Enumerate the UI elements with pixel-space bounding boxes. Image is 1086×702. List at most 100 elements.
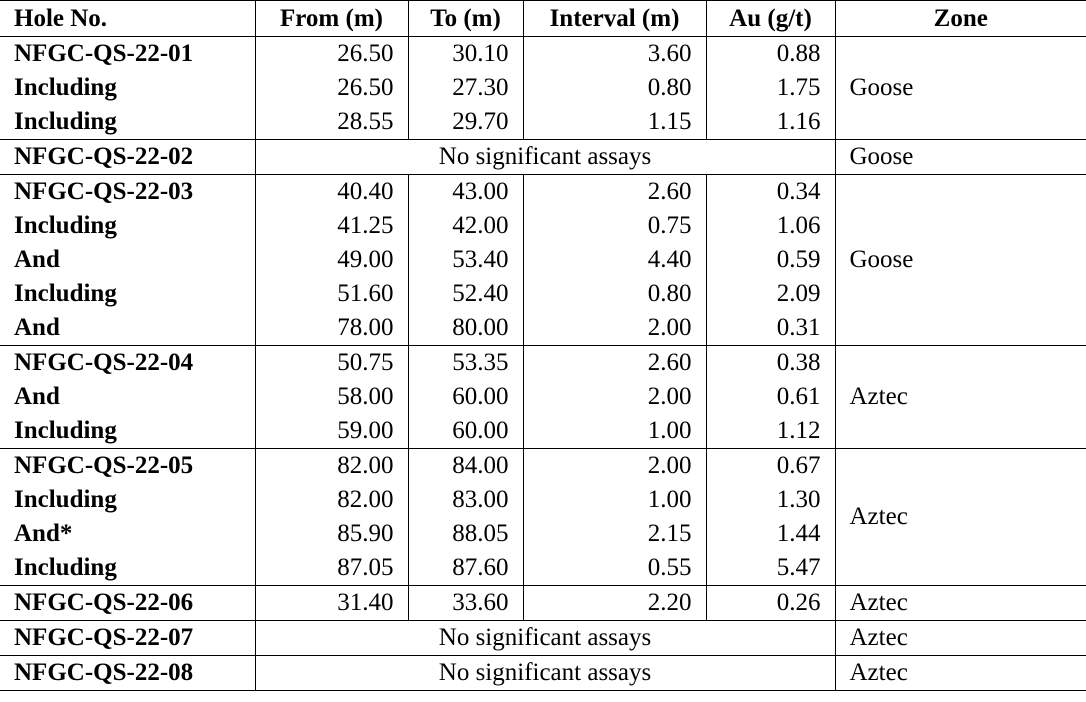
value-cell: 28.55 — [254, 105, 409, 140]
header-cell: To (m) — [407, 0, 524, 37]
value-cell: 0.67 — [705, 448, 836, 483]
value-cell: 82.00 — [254, 483, 409, 517]
hole-cell: Including — [0, 71, 256, 105]
value-cell: 42.00 — [407, 209, 524, 243]
value-cell: 26.50 — [254, 71, 409, 105]
value-cell: 2.60 — [522, 174, 707, 209]
value-cell: 78.00 — [254, 311, 409, 346]
hole-cell: NFGC-QS-22-05 — [0, 448, 256, 483]
value-cell: 40.40 — [254, 174, 409, 209]
value-cell: 88.05 — [407, 517, 524, 551]
hole-cell: NFGC-QS-22-02 — [0, 139, 256, 175]
value-cell: 3.60 — [522, 36, 707, 71]
hole-cell: NFGC-QS-22-01 — [0, 36, 256, 71]
value-cell: 53.35 — [407, 345, 524, 380]
value-cell: 0.80 — [522, 277, 707, 311]
table-row: NFGC-QS-22-06 31.40 33.60 2.20 0.26 Aztec — [0, 585, 1086, 621]
hole-cell: Including — [0, 209, 256, 243]
value-cell: 27.30 — [407, 71, 524, 105]
hole-cell: Including — [0, 551, 256, 586]
value-cell: 2.60 — [522, 345, 707, 380]
zone-cell: Aztec — [834, 585, 1086, 621]
hole-cell: And — [0, 243, 256, 277]
value-cell: 87.60 — [407, 551, 524, 586]
hole-cell: NFGC-QS-22-03 — [0, 174, 256, 209]
table-row: Including 59.00 60.00 1.00 1.12 — [0, 414, 1086, 449]
header-cell: Au (g/t) — [705, 0, 836, 37]
table-row: NFGC-QS-22-04 50.75 53.35 2.60 0.38 Aztec — [0, 345, 1086, 449]
value-cell: 1.12 — [705, 414, 836, 449]
value-cell: 0.26 — [705, 585, 836, 621]
value-cell: 1.75 — [705, 71, 836, 105]
table-row: Including 28.55 29.70 1.15 1.16 — [0, 105, 1086, 140]
value-cell: 2.00 — [522, 311, 707, 346]
hole-cell: NFGC-QS-22-06 — [0, 585, 256, 621]
zone-cell: Aztec — [834, 448, 1086, 586]
value-cell: 2.09 — [705, 277, 836, 311]
value-cell: 1.44 — [705, 517, 836, 551]
zone-cell: Aztec — [834, 620, 1086, 656]
table-row: Including 51.60 52.40 0.80 2.09 — [0, 277, 1086, 311]
value-cell: 85.90 — [254, 517, 409, 551]
hole-cell: Including — [0, 414, 256, 449]
value-cell: 1.00 — [522, 414, 707, 449]
value-cell: 50.75 — [254, 345, 409, 380]
table-row: Including 26.50 27.30 0.80 1.75 — [0, 71, 1086, 105]
value-cell: 82.00 — [254, 448, 409, 483]
hole-cell: And* — [0, 517, 256, 551]
table-row: NFGC-QS-22-03 40.40 43.00 2.60 0.34 Goose — [0, 174, 1086, 346]
table-row: NFGC-QS-22-05 82.00 84.00 2.00 0.67 Aztec — [0, 448, 1086, 586]
value-cell: 84.00 — [407, 448, 524, 483]
table-row: And 78.00 80.00 2.00 0.31 — [0, 311, 1086, 346]
value-cell: 52.40 — [407, 277, 524, 311]
value-cell: 58.00 — [254, 380, 409, 414]
value-cell: 0.34 — [705, 174, 836, 209]
value-cell: 0.38 — [705, 345, 836, 380]
value-cell: 80.00 — [407, 311, 524, 346]
table-row: And 49.00 53.40 4.40 0.59 — [0, 243, 1086, 277]
header-cell: Hole No. — [0, 0, 256, 37]
value-cell: 5.47 — [705, 551, 836, 586]
value-cell: 60.00 — [407, 380, 524, 414]
value-cell: 0.80 — [522, 71, 707, 105]
value-cell: 0.59 — [705, 243, 836, 277]
hole-cell: NFGC-QS-22-07 — [0, 620, 256, 656]
hole-cell: Including — [0, 105, 256, 140]
value-cell: 49.00 — [254, 243, 409, 277]
value-cell: 1.06 — [705, 209, 836, 243]
zone-cell: Goose — [834, 36, 1086, 140]
value-cell: 0.88 — [705, 36, 836, 71]
value-cell: 1.30 — [705, 483, 836, 517]
table-row: NFGC-QS-22-08 No significant assays Aztec — [0, 655, 1086, 691]
value-cell: 30.10 — [407, 36, 524, 71]
hole-cell: And — [0, 380, 256, 414]
hole-cell: And — [0, 311, 256, 346]
hole-cell: Including — [0, 277, 256, 311]
value-cell: 2.00 — [522, 448, 707, 483]
table-row: NFGC-QS-22-07 No significant assays Aztec — [0, 620, 1086, 656]
value-cell: 60.00 — [407, 414, 524, 449]
table-row: And* 85.90 88.05 2.15 1.44 — [0, 517, 1086, 551]
value-cell: 53.40 — [407, 243, 524, 277]
value-cell: 2.15 — [522, 517, 707, 551]
table-row: Including 82.00 83.00 1.00 1.30 — [0, 483, 1086, 517]
hole-cell: NFGC-QS-22-04 — [0, 345, 256, 380]
value-cell: 29.70 — [407, 105, 524, 140]
value-cell: 31.40 — [254, 585, 409, 621]
zone-cell: Aztec — [834, 345, 1086, 449]
value-cell: 83.00 — [407, 483, 524, 517]
header-cell: Interval (m) — [522, 0, 707, 37]
hole-cell: NFGC-QS-22-08 — [0, 655, 256, 691]
zone-cell: Goose — [834, 174, 1086, 346]
table-row: NFGC-QS-22-02 No significant assays Goose — [0, 139, 1086, 175]
value-cell: 0.55 — [522, 551, 707, 586]
zone-cell: Goose — [834, 139, 1086, 175]
value-cell: 59.00 — [254, 414, 409, 449]
no-result-cell: No significant assays — [254, 139, 836, 175]
value-cell: 41.25 — [254, 209, 409, 243]
value-cell: 0.31 — [705, 311, 836, 346]
hole-cell: Including — [0, 483, 256, 517]
value-cell: 0.75 — [522, 209, 707, 243]
value-cell: 87.05 — [254, 551, 409, 586]
no-result-cell: No significant assays — [254, 620, 836, 656]
